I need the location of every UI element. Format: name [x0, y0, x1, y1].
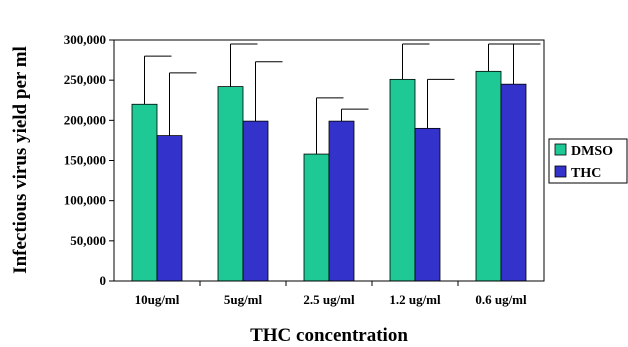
bar-thc-1	[242, 120, 269, 282]
bar-dmso-1	[217, 86, 244, 282]
error-bars	[144, 43, 541, 155]
x-tick-label: 2.5 ug/ml	[303, 292, 355, 307]
bar-thc-2	[328, 120, 355, 282]
bars	[131, 70, 527, 282]
y-tick-label: 50,000	[70, 233, 106, 248]
bar-dmso-0	[131, 103, 158, 282]
x-axis-tick-labels: 10ug/ml 5ug/ml 2.5 ug/ml 1.2 ug/ml 0.6 ug/ml	[135, 281, 527, 307]
legend: DMSO THC	[548, 138, 628, 184]
y-tick-label: 200,000	[64, 112, 106, 127]
bar-thc-4	[500, 83, 527, 282]
x-tick-label: 0.6 ug/ml	[475, 292, 527, 307]
y-tick-label: 250,000	[64, 72, 106, 87]
bar-dmso-3	[389, 78, 416, 282]
legend-swatch-thc	[554, 165, 567, 178]
x-tick-label: 10ug/ml	[135, 292, 180, 307]
x-axis-title: THC concentration	[250, 325, 408, 346]
y-axis-ticks: 0 50,000 100,000 150,000 200,000 250,000 300,0…	[64, 32, 114, 288]
y-tick-label: 300,000	[64, 32, 106, 47]
legend-label-dmso: DMSO	[571, 144, 613, 159]
bar-thc-3	[414, 127, 441, 282]
y-tick-label: 150,000	[64, 153, 106, 168]
x-tick-label: 1.2 ug/ml	[389, 292, 441, 307]
bar-thc-0	[156, 135, 183, 282]
bar-dmso-4	[475, 70, 502, 282]
legend-swatch-dmso	[554, 143, 567, 156]
y-axis-title: Infectious virus yield per ml	[10, 46, 31, 274]
bar-dmso-2	[303, 153, 330, 282]
legend-label-thc: THC	[571, 166, 601, 181]
plot-frame	[113, 39, 545, 282]
x-tick-label: 5ug/ml	[224, 292, 263, 307]
y-tick-label: 0	[100, 273, 107, 288]
y-tick-label: 100,000	[64, 193, 106, 208]
